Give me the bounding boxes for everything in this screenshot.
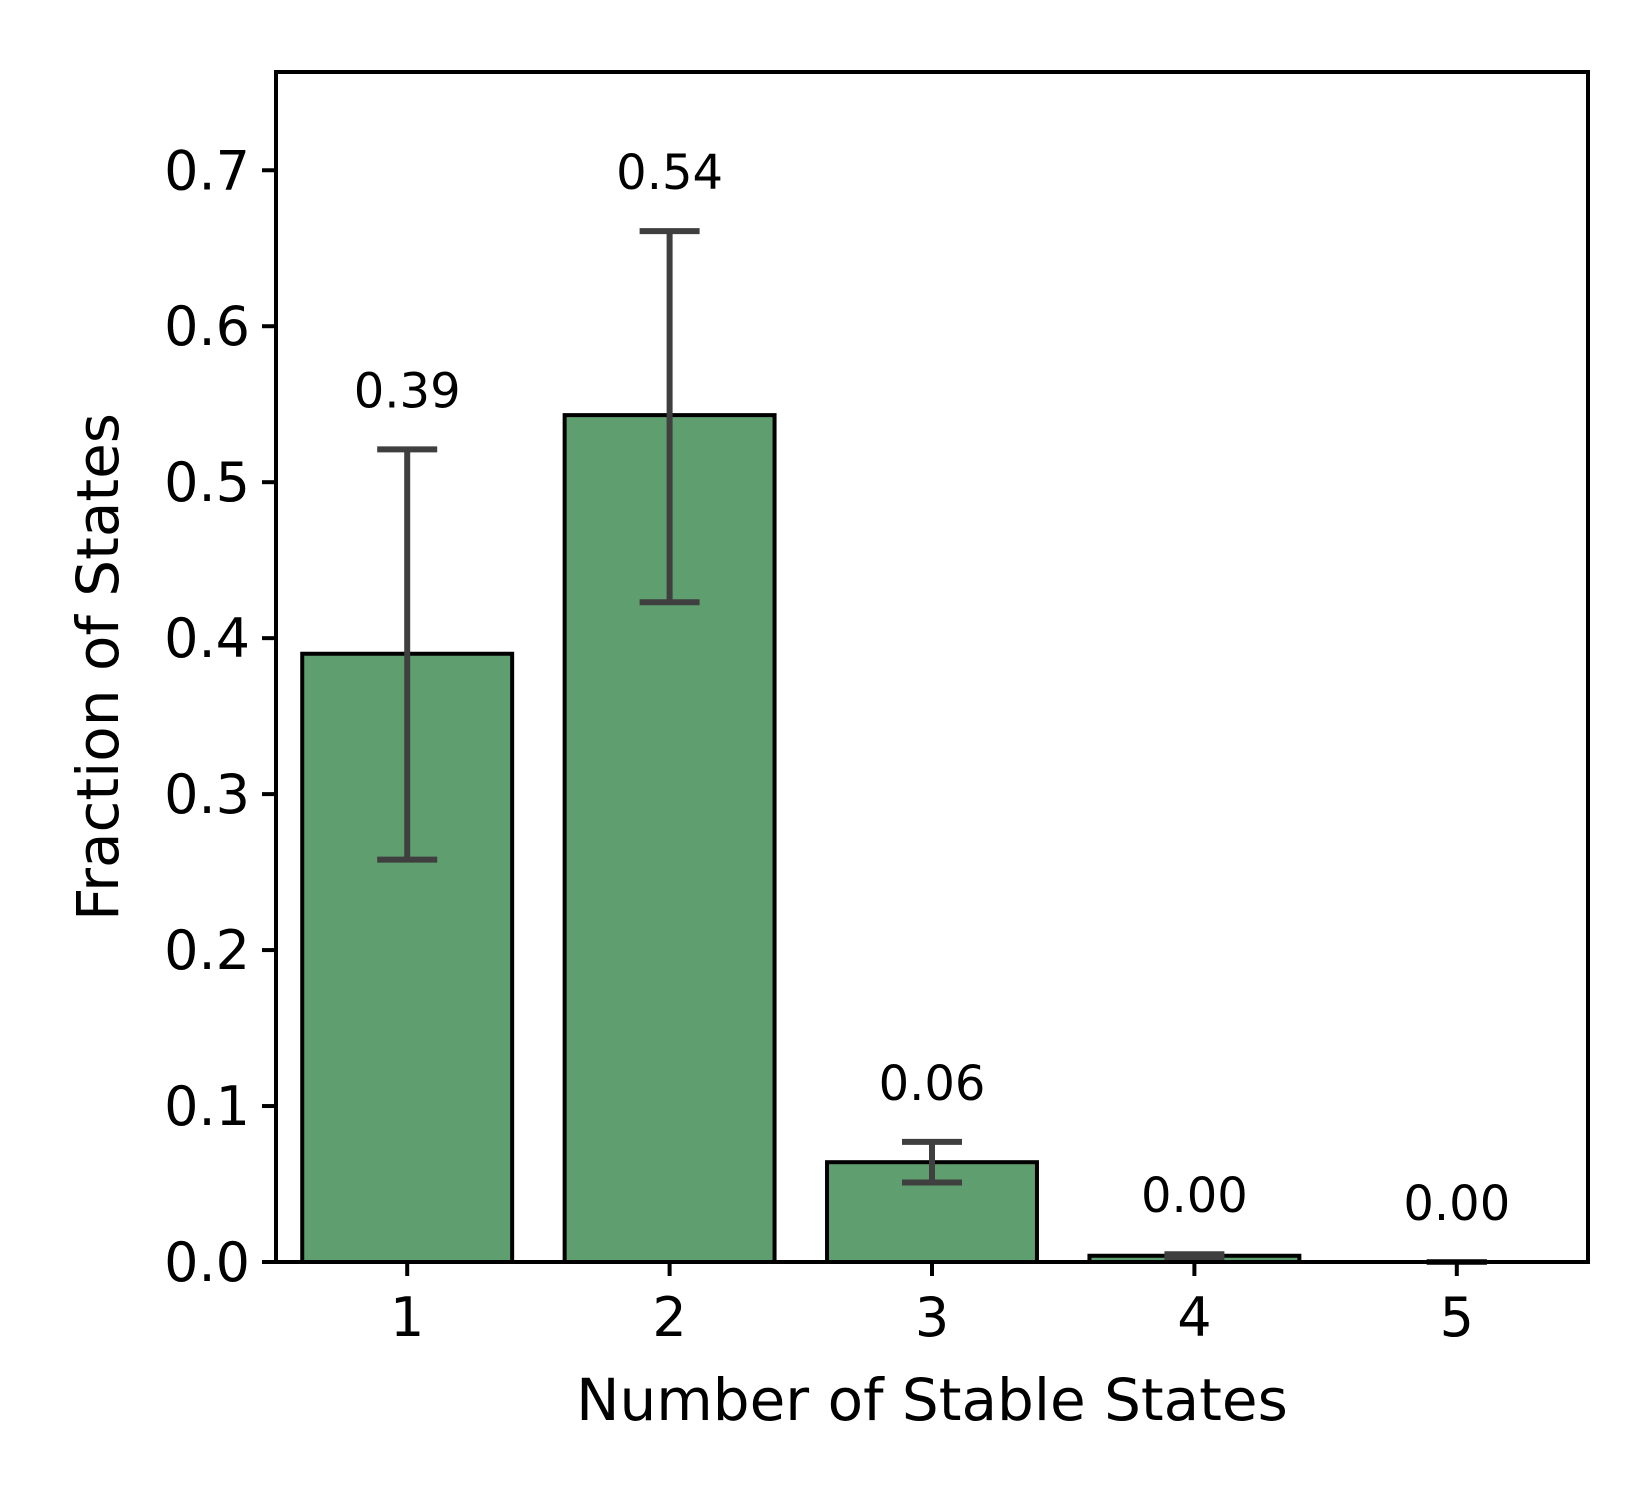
y-tick-label: 0.4 — [164, 607, 250, 670]
x-axis: 1 2 3 4 5 — [390, 1262, 1474, 1349]
error-bar-4 — [1164, 1251, 1225, 1261]
error-bar-3 — [902, 1138, 962, 1186]
x-axis-title: Number of Stable States — [576, 1366, 1288, 1434]
y-tick-label: 0.3 — [164, 763, 250, 826]
bars-layer — [300, 413, 1302, 1265]
x-tick-label: 5 — [1440, 1286, 1474, 1349]
error-bar-1 — [377, 446, 438, 863]
y-tick-label: 0.1 — [164, 1075, 250, 1138]
y-tick-label: 0.2 — [164, 919, 250, 982]
data-label-3: 0.06 — [879, 1056, 986, 1112]
data-labels-layer: 0.39 0.54 0.06 0.00 0.00 — [354, 145, 1510, 1232]
x-tick-label: 4 — [1177, 1286, 1211, 1349]
error-bar-2 — [639, 228, 700, 606]
data-label-5: 0.00 — [1403, 1176, 1510, 1232]
x-tick-label: 2 — [652, 1286, 686, 1349]
y-tick-label: 0.7 — [164, 139, 250, 202]
y-axis-title: Fraction of States — [64, 413, 132, 921]
y-tick-label: 0.5 — [164, 451, 250, 514]
y-axis: 0.0 0.1 0.2 0.3 0.4 0.5 0.6 0.7 — [164, 139, 276, 1294]
data-label-1: 0.39 — [354, 363, 461, 419]
error-bars-layer — [377, 228, 1487, 1265]
x-tick-label: 3 — [915, 1286, 949, 1349]
y-tick-label: 0.0 — [164, 1231, 250, 1294]
y-tick-label: 0.6 — [164, 295, 250, 358]
data-label-4: 0.00 — [1141, 1168, 1248, 1224]
x-tick-label: 1 — [390, 1286, 424, 1349]
data-label-2: 0.54 — [616, 145, 723, 201]
